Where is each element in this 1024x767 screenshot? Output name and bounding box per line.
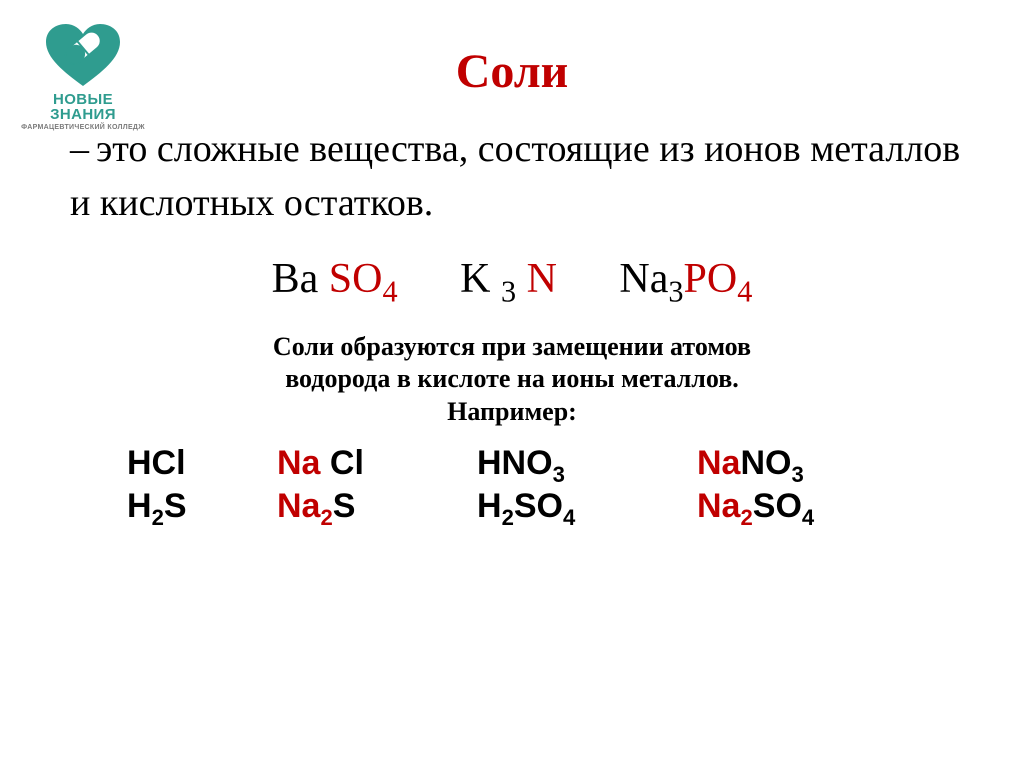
definition-text: –это сложные вещества, состоящие из ионо… — [60, 123, 964, 231]
cell-hcl: HCl — [127, 444, 277, 483]
cell-na2s: Na2S — [277, 487, 477, 526]
dash: – — [70, 123, 96, 177]
example-grid: HCl Na Cl HNO3 NaNO3 H2S Na2S H2SO4 Na2S… — [60, 444, 964, 526]
logo-text-main: НОВЫЕ ЗНАНИЯ — [18, 92, 148, 122]
formula-baso4: Ba SO4 — [272, 255, 398, 303]
subtext-line2: водорода в кислоте на ионы металлов. — [60, 363, 964, 396]
formula-na3po4: Na3PO4 — [619, 255, 752, 303]
heart-pill-icon — [44, 22, 122, 88]
cell-h2s: H2S — [127, 487, 277, 526]
cell-nacl: Na Cl — [277, 444, 477, 483]
cell-hno3: HNO3 — [477, 444, 697, 483]
cell-nano3: NaNO3 — [697, 444, 897, 483]
sub-description: Соли образуются при замещении атомов вод… — [60, 331, 964, 429]
cell-na2so4: Na2SO4 — [697, 487, 897, 526]
logo-text-sub: ФАРМАЦЕВТИЧЕСКИЙ КОЛЛЕДЖ — [18, 124, 148, 131]
cell-h2so4: H2SO4 — [477, 487, 697, 526]
formula-k3n: K 3 N — [460, 255, 557, 303]
main-formula-row: Ba SO4 K 3 N Na3PO4 — [60, 255, 964, 303]
subtext-line1: Соли образуются при замещении атомов — [60, 331, 964, 364]
slide: НОВЫЕ ЗНАНИЯ ФАРМАЦЕВТИЧЕСКИЙ КОЛЛЕДЖ Со… — [0, 0, 1024, 767]
brand-logo: НОВЫЕ ЗНАНИЯ ФАРМАЦЕВТИЧЕСКИЙ КОЛЛЕДЖ — [18, 22, 148, 131]
subtext-line3: Например: — [60, 396, 964, 429]
page-title: Соли — [60, 44, 964, 99]
definition-body: это сложные вещества, состоящие из ионов… — [70, 128, 960, 224]
